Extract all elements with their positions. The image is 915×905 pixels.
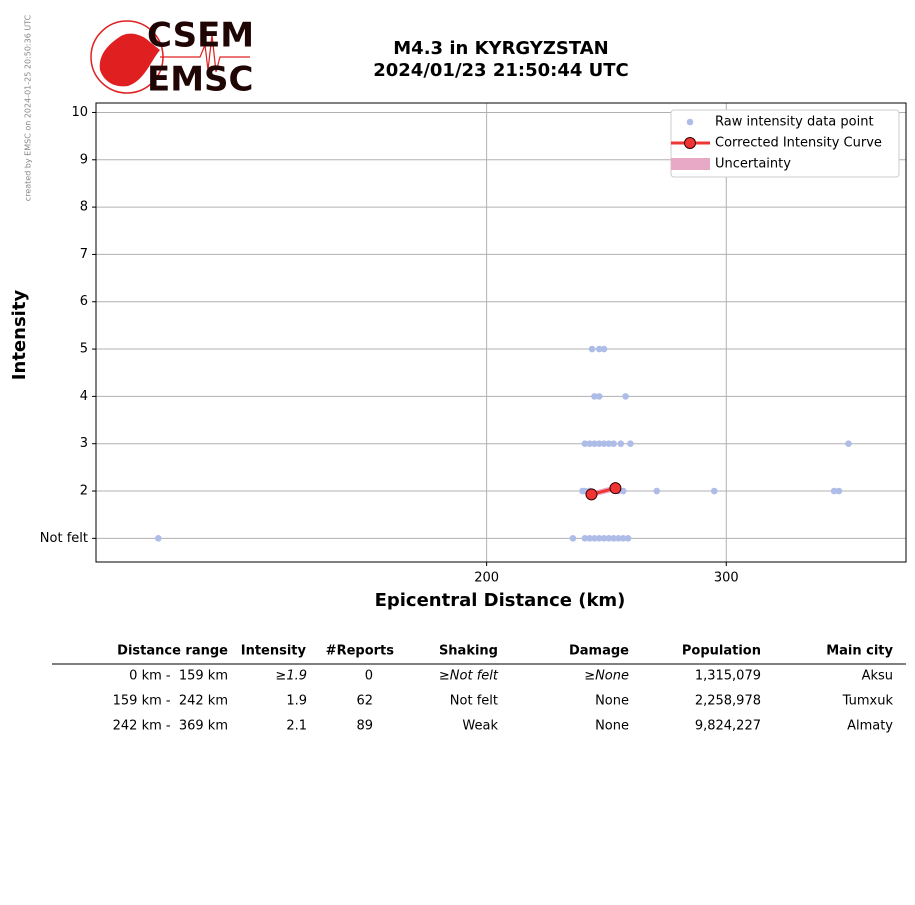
y-tick-label: 9 [80, 152, 88, 167]
data-point [600, 535, 608, 542]
data-point [591, 535, 598, 542]
table-cell: 1,315,079 [695, 669, 761, 684]
legend-label: Raw intensity data point [715, 115, 874, 130]
table-cell: Not felt [450, 694, 498, 709]
table-header: #Reports [326, 644, 395, 659]
table-cell: 242 km - 369 km [113, 719, 228, 734]
data-point [653, 487, 661, 495]
y-axis-label: Intensity [9, 290, 30, 381]
table-cell: 0 [365, 669, 373, 684]
y-tick-label: 7 [80, 247, 88, 262]
table-header: Main city [826, 644, 893, 659]
data-point [610, 535, 617, 542]
table: Distance range Intensity #Reports Shaking Da… [52, 644, 906, 734]
table-cell: 89 [356, 719, 373, 734]
data-point [610, 440, 617, 448]
chart-title: M4.3 in KYRGYZSTAN [393, 38, 608, 59]
data-point [615, 535, 622, 542]
data-point [617, 440, 625, 448]
data-point [155, 535, 162, 542]
table-cell: ≥Not felt [439, 669, 499, 684]
y-tick-label: 10 [71, 105, 88, 120]
table-cell: Tumxuk [842, 694, 894, 709]
legend-symbol [686, 118, 694, 126]
data-point [595, 535, 603, 542]
legend-symbol [671, 158, 710, 170]
data-point [569, 535, 577, 542]
credit: created by EMSC on 2024-01-25 20:50:36 U… [24, 14, 33, 201]
x-axis-label: Epicentral Distance (km) [375, 590, 626, 611]
y-tick-label: Not felt [40, 531, 88, 546]
table-cell: Aksu [862, 669, 893, 684]
y-tick-label: 4 [80, 389, 88, 404]
data-point [622, 393, 629, 400]
table-cell: ≥None [584, 669, 629, 684]
curve-marker [609, 482, 622, 495]
data-point [605, 535, 613, 542]
logo-wave [160, 34, 250, 73]
data-point [581, 440, 589, 448]
x-tick-label: 300 [714, 571, 739, 586]
table-header: Intensity [241, 644, 307, 659]
data-point [835, 487, 843, 495]
data-point [710, 487, 718, 495]
logo: CSEM EMSC [90, 16, 254, 100]
table-cell: 1.9 [286, 694, 307, 709]
data-point [595, 393, 603, 400]
y-tick-label: 2 [80, 484, 88, 499]
data-point [619, 487, 627, 495]
table-cell: 2.1 [286, 719, 307, 734]
table-cell: Almaty [847, 719, 893, 734]
chart-subtitle: 2024/01/23 21:50:44 UTC [373, 60, 629, 81]
data-point [627, 440, 634, 448]
legend-label: Corrected Intensity Curve [715, 136, 882, 151]
logo-map [99, 33, 160, 87]
data-point [845, 440, 852, 448]
x-tick-label: 200 [474, 571, 499, 586]
data-point [600, 345, 608, 353]
table-cell: 159 km - 242 km [113, 694, 228, 709]
table-cell: 9,824,227 [695, 719, 761, 734]
table-cell: ≥1.9 [275, 669, 307, 684]
table-header: Damage [569, 644, 629, 659]
y-tick-label: 5 [80, 342, 88, 357]
data-point [595, 440, 603, 448]
data-point [595, 345, 603, 353]
data-point [591, 440, 598, 448]
legend-symbol [684, 137, 696, 149]
y-tick-label: 8 [80, 200, 88, 215]
y-tick-label: 6 [80, 294, 88, 309]
data-point [581, 535, 589, 542]
table-header: Shaking [439, 644, 498, 659]
data-point [830, 487, 838, 495]
table-header: Population [682, 644, 761, 659]
y-tick-label: 3 [80, 436, 88, 451]
data-point [591, 393, 598, 400]
table-cell: 0 km - 159 km [129, 669, 228, 684]
data-point [586, 440, 593, 448]
table-cell: 2,258,978 [695, 694, 761, 709]
table-cell: None [595, 719, 629, 734]
plot-frame [95, 102, 907, 563]
table-header: Distance range [117, 644, 228, 659]
logo-text: EMSC [147, 60, 254, 100]
data-point [605, 440, 613, 448]
data-point [619, 535, 627, 542]
data-point [600, 440, 608, 448]
table-cell: 62 [356, 694, 373, 709]
table-cell: Weak [462, 719, 498, 734]
data-point [588, 345, 596, 353]
curve-marker [585, 488, 598, 501]
legend-label: Uncertainty [715, 157, 791, 172]
data-point [624, 535, 632, 542]
logo-text: CSEM [147, 16, 254, 56]
data-point [586, 535, 593, 542]
table-cell: None [595, 694, 629, 709]
